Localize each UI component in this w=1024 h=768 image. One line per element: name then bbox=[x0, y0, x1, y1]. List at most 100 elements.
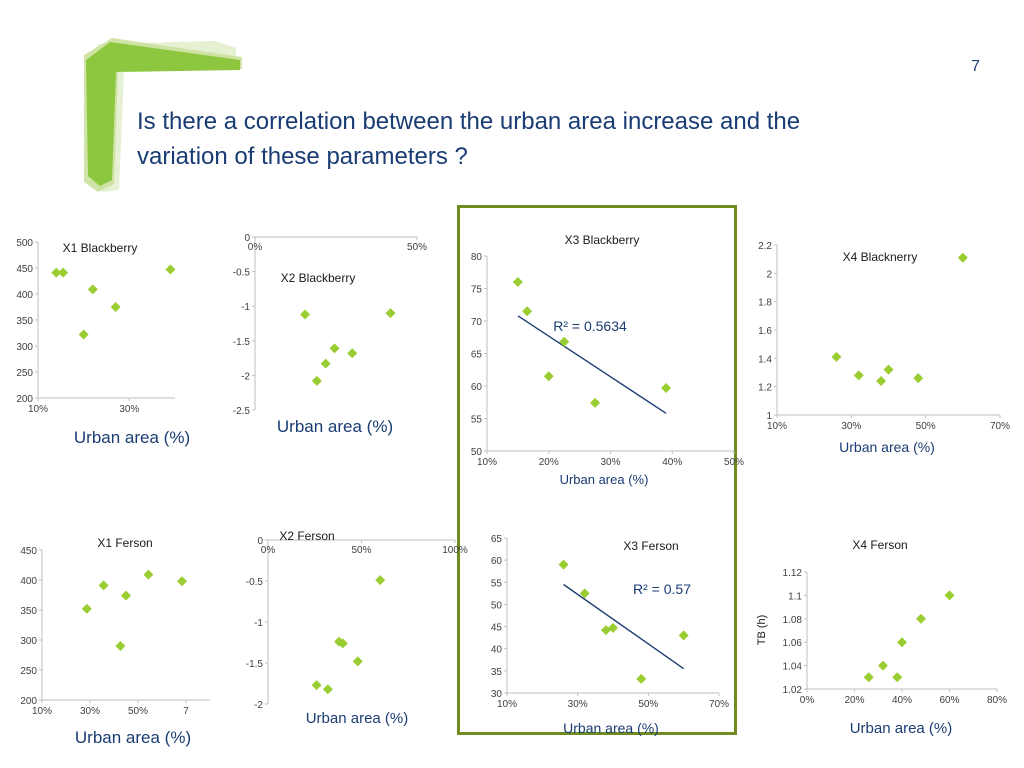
x-axis-label: Urban area (%) bbox=[839, 439, 935, 455]
data-point bbox=[897, 637, 907, 648]
x-tick-label: 30% bbox=[119, 404, 139, 415]
y-tick-label: 75 bbox=[471, 285, 483, 296]
data-point bbox=[347, 348, 358, 359]
y-tick-label: -0.5 bbox=[233, 268, 251, 279]
chart-title: X2 Blackberry bbox=[281, 271, 356, 285]
data-point bbox=[853, 370, 864, 381]
data-point bbox=[311, 680, 322, 691]
y-tick-label: 55 bbox=[471, 415, 483, 426]
y-tick-label: 1.8 bbox=[758, 298, 772, 309]
data-point bbox=[543, 371, 554, 382]
y-tick-label: 80 bbox=[471, 252, 483, 263]
x-tick-label: 10% bbox=[767, 421, 787, 432]
x-axis-label: Urban area (%) bbox=[850, 720, 953, 737]
trendline bbox=[517, 315, 667, 414]
data-point bbox=[337, 638, 348, 649]
x-tick-label: 30% bbox=[600, 457, 620, 468]
x-tick-label: 50% bbox=[916, 421, 936, 432]
data-point bbox=[352, 656, 363, 667]
x-tick-label: 80% bbox=[987, 695, 1007, 706]
y-tick-label: 450 bbox=[20, 546, 37, 557]
data-point bbox=[329, 343, 340, 354]
trendline bbox=[563, 583, 685, 670]
y-tick-label: 0 bbox=[244, 233, 250, 244]
y-tick-label: 350 bbox=[20, 606, 37, 617]
x-axis-label: Urban area (%) bbox=[563, 720, 659, 736]
page-number: 7 bbox=[971, 58, 980, 75]
x-tick-label: 70% bbox=[990, 421, 1010, 432]
y-tick-label: 400 bbox=[20, 576, 37, 587]
y-tick-label: 60 bbox=[491, 556, 503, 567]
data-point bbox=[916, 613, 926, 624]
y-tick-label: 1.02 bbox=[783, 685, 803, 696]
y-tick-label: 65 bbox=[491, 534, 503, 545]
chart-x4-blackberry: 2.2 2 1.8 1.6 1.4 1.2 110% 30% 50% 70% X4 Blackner… bbox=[758, 241, 1010, 455]
y-tick-label: 1 bbox=[766, 411, 772, 422]
x-tick-label: 40% bbox=[892, 695, 912, 706]
y-tick-label: 200 bbox=[16, 394, 33, 405]
y-tick-label: 350 bbox=[16, 316, 33, 327]
data-point bbox=[311, 375, 322, 386]
data-point bbox=[636, 673, 647, 684]
data-point bbox=[165, 264, 176, 275]
x-axis-label: Urban area (%) bbox=[74, 428, 190, 447]
x-tick-label: 10% bbox=[32, 706, 52, 717]
x-tick-label: 7 bbox=[183, 706, 189, 717]
y-tick-label: 50 bbox=[491, 600, 503, 611]
chart-title: X4 Ferson bbox=[852, 538, 907, 552]
y-tick-label: -2 bbox=[254, 700, 263, 711]
x-tick-label: 50% bbox=[407, 242, 427, 253]
data-point bbox=[512, 277, 523, 287]
y-tick-label: 300 bbox=[20, 636, 37, 647]
chart-title: X3 Blackberry bbox=[565, 233, 640, 247]
slide-title: Is there a correlation between the urban… bbox=[137, 104, 957, 174]
y-tick-label: 450 bbox=[16, 264, 33, 275]
y-tick-label: 200 bbox=[20, 696, 37, 707]
data-point bbox=[892, 672, 903, 683]
y-tick-label: -1.5 bbox=[233, 337, 251, 348]
x-tick-label: 30% bbox=[568, 699, 588, 710]
x-axis-label: Urban area (%) bbox=[306, 710, 409, 727]
data-point bbox=[320, 358, 331, 369]
y-tick-label: 1.6 bbox=[758, 326, 772, 337]
data-point bbox=[115, 641, 126, 651]
y-tick-label: 55 bbox=[491, 578, 503, 589]
data-point bbox=[590, 397, 601, 408]
data-point bbox=[913, 373, 924, 384]
y-tick-label: -1.5 bbox=[246, 659, 264, 670]
chart-title: X3 Ferson bbox=[623, 539, 678, 553]
y-tick-label: -0.5 bbox=[246, 577, 264, 588]
y-tick-label: 40 bbox=[491, 645, 503, 656]
y-tick-label: 1.06 bbox=[783, 638, 803, 649]
data-point bbox=[87, 284, 98, 295]
y-tick-label: 250 bbox=[20, 666, 37, 677]
x-tick-label: 10% bbox=[28, 404, 48, 415]
x-tick-label: 20% bbox=[539, 457, 559, 468]
y-tick-label: 30 bbox=[491, 689, 503, 700]
x-tick-label: 50% bbox=[128, 706, 148, 717]
x-tick-label: 50% bbox=[724, 457, 744, 468]
data-point bbox=[522, 306, 533, 317]
y-tick-label: 0 bbox=[257, 536, 263, 547]
y-tick-label: -2.5 bbox=[233, 406, 251, 417]
data-point bbox=[579, 588, 590, 599]
data-point bbox=[78, 329, 89, 340]
x-axis-label: Urban area (%) bbox=[560, 472, 649, 487]
x-tick-label: 50% bbox=[638, 699, 658, 710]
y-axis-label: TB (h) bbox=[756, 615, 768, 646]
y-tick-label: 2 bbox=[766, 269, 772, 280]
highlight-frame bbox=[457, 205, 737, 735]
x-tick-label: 30% bbox=[841, 421, 861, 432]
y-tick-label: 60 bbox=[471, 382, 483, 393]
data-point bbox=[177, 576, 187, 587]
r-squared-annotation: R² = 0.5634 bbox=[553, 318, 627, 334]
chart-title: X4 Blacknerry bbox=[843, 250, 918, 264]
y-tick-label: -1 bbox=[254, 618, 263, 629]
x-tick-label: 0% bbox=[261, 545, 276, 556]
x-tick-label: 10% bbox=[497, 699, 517, 710]
y-tick-label: 50 bbox=[471, 447, 483, 458]
data-point bbox=[600, 625, 611, 636]
y-tick-label: 400 bbox=[16, 290, 33, 301]
